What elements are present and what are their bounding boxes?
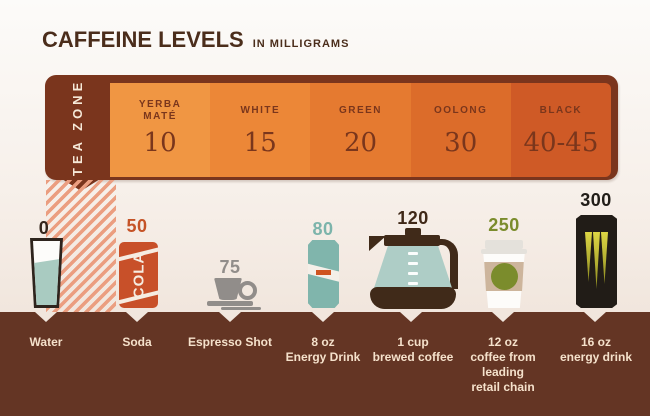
tea-zone-banner: TEA ZONE YERBA MATÉ 10 WHITE 15 GREEN 20… — [45, 75, 618, 180]
caffeine-value-retail-coffee: 250 — [488, 215, 520, 235]
drink-label-water: Water — [29, 335, 63, 349]
page-subtitle: IN MILLIGRAMS — [252, 38, 350, 50]
coffee-pot-icon — [368, 228, 458, 309]
large-energy-drink-can-icon — [576, 215, 617, 308]
axis-notch — [400, 312, 422, 322]
tea-segment-value: 15 — [243, 128, 277, 158]
pot-handle — [430, 239, 458, 289]
caffeine-value-water: 0 — [38, 218, 50, 238]
drink-label-energy-8oz: 8 oz Energy Drink — [285, 335, 361, 364]
axis-notch — [584, 312, 606, 322]
energy-drink-can-icon — [308, 240, 339, 308]
tea-segment-green: GREEN 20 — [310, 83, 411, 177]
saucer — [207, 301, 253, 306]
water-fill — [33, 259, 60, 305]
tea-segment-name: BLACK — [539, 105, 583, 116]
drink-label-espresso: Espresso Shot — [187, 335, 273, 349]
tea-segment-yerba-mate: YERBA MATÉ 10 — [110, 83, 211, 177]
tea-segment-name: OOLONG — [433, 105, 488, 116]
tea-zone-label: TEA ZONE — [70, 78, 85, 177]
cola-can-icon: COLA — [119, 242, 158, 308]
header: CAFFEINE LEVELS IN MILLIGRAMS — [42, 27, 349, 53]
tea-segment-value: 30 — [444, 128, 478, 158]
retail-coffee-cup-icon — [481, 240, 527, 308]
tea-segment-black: BLACK 40-45 — [510, 83, 611, 177]
caffeine-value-soda: 50 — [126, 216, 148, 236]
tea-segment-name: WHITE — [240, 105, 281, 116]
caffeine-value-brewed-coffee: 120 — [397, 208, 429, 228]
axis-notch — [126, 312, 148, 322]
axis-notch — [312, 312, 334, 322]
axis-notch — [492, 312, 514, 322]
tea-segment-oolong: OOLONG 30 — [410, 83, 511, 177]
retail-chain-logo — [491, 263, 518, 290]
drink-label-energy-16oz: 16 oz energy drink — [559, 335, 633, 364]
tea-zone-segments: YERBA MATÉ 10 WHITE 15 GREEN 20 OOLONG 3… — [110, 83, 611, 177]
claw-mark — [601, 232, 608, 284]
espresso-cup-icon — [207, 278, 261, 312]
caffeine-value-espresso: 75 — [219, 257, 241, 277]
water-glass-icon — [30, 238, 63, 308]
axis-footer: Water Soda Espresso Shot 8 oz Energy Dri… — [0, 312, 650, 416]
page-title: CAFFEINE LEVELS — [42, 27, 244, 52]
claw-mark — [585, 232, 592, 282]
tea-segment-name: YERBA MATÉ — [138, 99, 182, 122]
tea-segment-value: 40-45 — [523, 128, 599, 158]
caffeine-value-energy-16oz: 300 — [580, 190, 612, 210]
tea-segment-value: 10 — [143, 128, 177, 158]
tea-segment-name: GREEN — [338, 105, 383, 116]
drink-label-brewed-coffee: 1 cup brewed coffee — [372, 335, 454, 364]
claw-mark — [593, 232, 600, 289]
drink-label-retail-coffee: 12 oz coffee from leading retail chain — [470, 335, 536, 394]
drink-label-soda: Soda — [122, 335, 152, 349]
tea-segment-value: 20 — [343, 128, 378, 158]
cola-can-text: COLA — [130, 251, 147, 299]
tea-segment-white: WHITE 15 — [210, 83, 311, 177]
axis-notch — [35, 312, 57, 322]
axis-notch — [219, 312, 241, 322]
caffeine-value-energy-8oz: 80 — [312, 219, 334, 239]
cup-handle — [238, 281, 257, 300]
